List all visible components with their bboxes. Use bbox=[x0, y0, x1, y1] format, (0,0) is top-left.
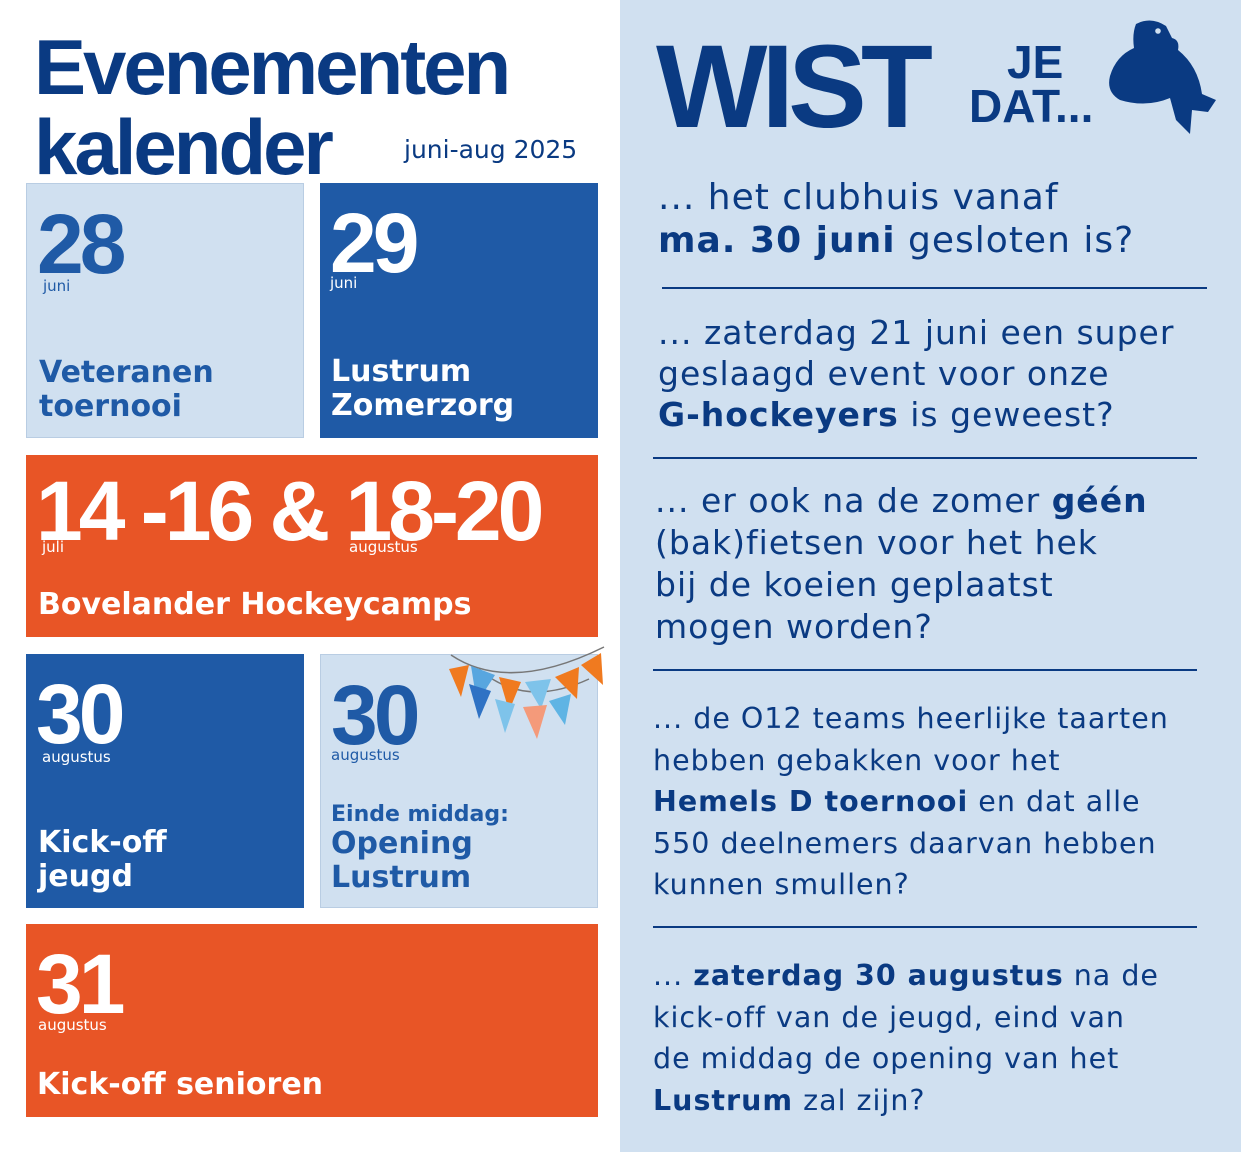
fact-5: ... zaterdag 30 augustus na de kick-off … bbox=[653, 959, 1159, 1117]
event-month-augustus: augustus bbox=[349, 538, 418, 556]
title-line1: Evenementen bbox=[34, 23, 511, 111]
bunting-flags-icon bbox=[449, 646, 605, 739]
event-day: 30 bbox=[331, 668, 420, 762]
event-label: Veteranen toernooi bbox=[39, 355, 214, 424]
fact-separator bbox=[653, 457, 1197, 459]
event-month: augustus bbox=[331, 746, 400, 764]
event-month: juni bbox=[43, 277, 71, 295]
event-label: Lustrum Zomerzorg bbox=[331, 354, 515, 423]
fact-separator bbox=[662, 287, 1207, 289]
event-label: Kick-off jeugd bbox=[38, 825, 167, 894]
event-tile-kickoff-jeugd: 30 augustus Kick-off jeugd bbox=[26, 654, 304, 908]
fact-1: ... het clubhuis vanaf ma. 30 juni geslo… bbox=[658, 177, 1135, 261]
event-day: 31 bbox=[36, 937, 125, 1031]
event-month: augustus bbox=[38, 1016, 107, 1034]
title-line2: kalender bbox=[34, 103, 334, 191]
event-label: Kick-off senioren bbox=[37, 1067, 324, 1102]
event-pre-label: Einde middag: bbox=[331, 802, 509, 827]
event-tile-lustrum-zomerzorg: 29 juni Lustrum Zomerzorg bbox=[320, 183, 598, 438]
event-label: Bovelander Hockeycamps bbox=[38, 587, 472, 622]
event-month: juni bbox=[330, 274, 358, 292]
page-title: Evenementen kalender bbox=[34, 23, 511, 191]
wist-je-dat-panel: WIST JE DAT... ... het clubhuis vanaf ma… bbox=[620, 0, 1241, 1152]
owl-ribbon-icon bbox=[1109, 20, 1216, 135]
event-tile-opening-lustrum: 30 augustus Einde middag: Opening Lustrum bbox=[320, 646, 605, 908]
fact-4: ... de O12 teams heerlijke taarten hebbe… bbox=[653, 702, 1169, 901]
event-day: 14 -16 & 18-20 bbox=[36, 464, 544, 558]
event-label: Opening Lustrum bbox=[331, 826, 473, 895]
period-label: juni-aug 2025 bbox=[404, 135, 578, 164]
event-tile-hockeycamps: 14 -16 & 18-20 juli augustus Bovelander … bbox=[26, 455, 598, 637]
event-day: 28 bbox=[37, 197, 126, 291]
event-month: augustus bbox=[42, 748, 111, 766]
je-dat-heading: JE DAT... bbox=[969, 36, 1094, 132]
fact-2: ... zaterdag 21 juni een super geslaagd … bbox=[658, 313, 1175, 434]
event-day: 30 bbox=[36, 667, 125, 761]
wist-heading: WIST bbox=[656, 21, 933, 153]
fact-separator bbox=[653, 669, 1197, 671]
event-day: 29 bbox=[330, 196, 419, 290]
fact-separator bbox=[653, 926, 1197, 928]
event-tile-veteranen: 28 juni Veteranen toernooi bbox=[26, 183, 304, 438]
event-month-juli: juli bbox=[42, 538, 65, 556]
event-tile-kickoff-senioren: 31 augustus Kick-off senioren bbox=[26, 924, 598, 1117]
fact-3: ... er ook na de zomer géén (bak)fietsen… bbox=[655, 481, 1148, 646]
